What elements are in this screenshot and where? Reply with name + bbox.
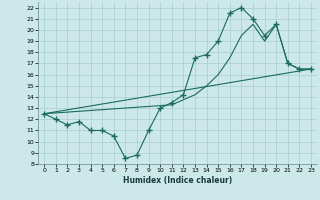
X-axis label: Humidex (Indice chaleur): Humidex (Indice chaleur) [123,176,232,185]
